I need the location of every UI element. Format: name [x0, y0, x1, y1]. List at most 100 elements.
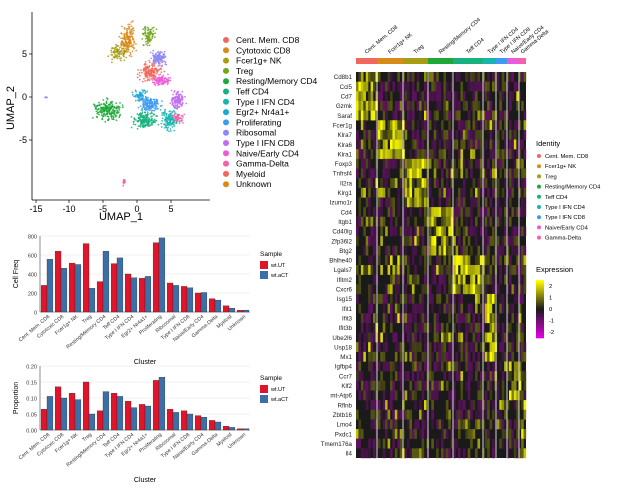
heatmap-cell [504, 361, 507, 372]
heatmap-cell [470, 139, 473, 150]
umap-point [114, 53, 116, 56]
heatmap-cell [482, 187, 485, 198]
umap-point [152, 76, 155, 79]
heatmap-cell [484, 303, 488, 314]
heatmap-cell [416, 100, 420, 111]
heatmap-cell [487, 274, 490, 285]
heatmap-cell [501, 187, 505, 198]
heatmap-cell [414, 390, 417, 401]
heatmap-cell [436, 438, 439, 449]
heatmap-cell [460, 342, 464, 353]
bar [166, 282, 174, 313]
heatmap-cell [511, 380, 515, 391]
heatmap-cell [399, 255, 403, 266]
heatmap-cell [453, 207, 456, 217]
heatmap-cell [479, 419, 483, 430]
umap-point [146, 97, 148, 100]
heatmap-cell [445, 400, 449, 410]
heatmap-cell [360, 81, 364, 92]
heatmap-cell [390, 129, 393, 140]
heatmap-cell [387, 197, 391, 208]
heatmap-cell [521, 226, 524, 237]
heatmap-cell [506, 322, 510, 333]
heatmap-cell [484, 332, 488, 343]
umap-point [127, 48, 130, 51]
heatmap-cell [518, 390, 522, 401]
heatmap-cell [482, 400, 485, 410]
umap-point [110, 116, 113, 119]
heatmap-cell [499, 216, 502, 227]
heatmap-cell [496, 178, 500, 188]
heatmap-cell [397, 207, 400, 217]
heatmap-cell [492, 149, 495, 160]
heatmap-cell [416, 197, 420, 208]
umap-point [179, 100, 182, 103]
heatmap-cell [385, 149, 388, 160]
heatmap-cell [390, 100, 393, 111]
heatmap-cell [414, 149, 417, 160]
umap-legend-label: Ribosomal [236, 128, 276, 138]
group-color-bar [377, 58, 403, 64]
heatmap-cell [411, 139, 415, 150]
heatmap-cell [414, 91, 417, 102]
expression-colorbar-step [536, 283, 544, 287]
heatmap-cell [365, 72, 369, 82]
heatmap-cell [358, 72, 362, 82]
umap-point [111, 118, 114, 120]
heatmap-cell [392, 197, 396, 208]
heatmap-cell [516, 178, 519, 188]
umap-point [168, 110, 171, 113]
heatmap-cell [399, 293, 403, 304]
umap-point [101, 117, 104, 120]
heatmap-cell [399, 120, 403, 131]
bar [242, 309, 250, 313]
heatmap-cell [455, 351, 459, 362]
umap-point [157, 51, 160, 53]
heatmap-cell [504, 400, 507, 410]
legend-swatch [260, 261, 268, 269]
heatmap-cell [436, 390, 439, 401]
umap-point [172, 109, 175, 112]
identity-legend-label: Cent. Mem. CD8 [545, 154, 588, 160]
heatmap-cell [409, 187, 413, 198]
heatmap-cell [460, 91, 464, 102]
heatmap-cell [460, 390, 464, 401]
umap-point [140, 92, 143, 95]
heatmap-cell [445, 216, 449, 227]
heatmap-cell [363, 149, 366, 160]
umap-point [103, 102, 105, 105]
umap-point [143, 119, 146, 122]
heatmap-cell [492, 187, 495, 198]
heatmap-cell [509, 100, 512, 111]
heatmap-cell [462, 351, 466, 362]
heatmap-cell [472, 322, 476, 333]
heatmap-cell [499, 293, 502, 304]
heatmap-cell [414, 332, 417, 343]
heatmap-cell [377, 139, 381, 150]
heatmap-cell [509, 371, 512, 381]
heatmap-cell [370, 100, 374, 111]
heatmap-cell [460, 197, 464, 208]
heatmap-cell [438, 197, 442, 208]
heatmap-cell [482, 91, 485, 102]
heatmap-cell [431, 371, 434, 381]
expression-legend-title: Expression [536, 265, 573, 274]
heatmap-cell [492, 448, 495, 459]
heatmap-cell [414, 274, 417, 285]
umap-point [140, 122, 143, 124]
bar [144, 276, 152, 313]
umap-point [147, 106, 150, 109]
heatmap-cell [433, 390, 437, 401]
umap-point [125, 48, 128, 51]
heatmap-cell [424, 81, 427, 92]
heatmap-cell [511, 149, 515, 160]
heatmap-cell [411, 284, 415, 295]
heatmap-cell [458, 120, 461, 131]
heatmap-cell [387, 187, 391, 198]
umap-point [161, 51, 163, 54]
heatmap-cell [521, 322, 524, 333]
heatmap-cell [450, 168, 454, 179]
heatmap-cell [448, 226, 451, 237]
heatmap-cell [385, 158, 388, 169]
heatmap-cell [411, 429, 415, 439]
